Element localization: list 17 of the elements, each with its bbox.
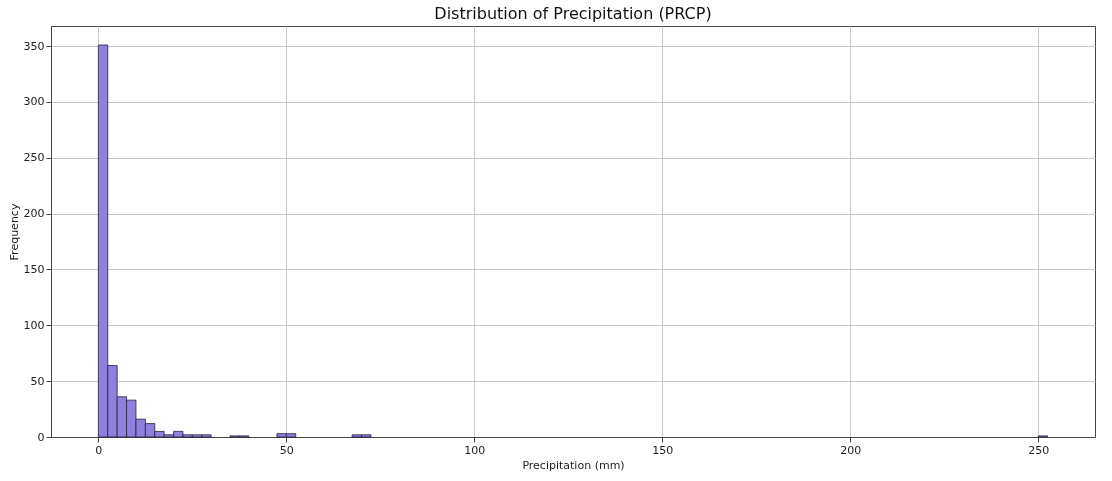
x-tick-label: 0 [95, 443, 103, 457]
y-tick-label: 0 [37, 430, 45, 444]
y-tick-label: 250 [23, 151, 45, 165]
x-tick-label: 150 [652, 443, 674, 457]
x-tick-label: 250 [1028, 443, 1050, 457]
x-tick-label: 200 [840, 443, 862, 457]
chart-title: Distribution of Precipitation (PRCP) [434, 4, 712, 23]
x-tick-label: 100 [464, 443, 486, 457]
y-tick-label: 50 [30, 374, 45, 388]
y-tick-label: 300 [23, 95, 45, 109]
x-axis-title: Precipitation (mm) [522, 458, 625, 472]
x-tick-label: 50 [279, 443, 294, 457]
y-tick-label: 200 [23, 207, 45, 221]
y-tick-label: 100 [23, 318, 45, 332]
y-axis-title: Frequency [7, 203, 21, 261]
y-tick-label: 350 [23, 39, 45, 53]
y-tick-label: 150 [23, 262, 45, 276]
